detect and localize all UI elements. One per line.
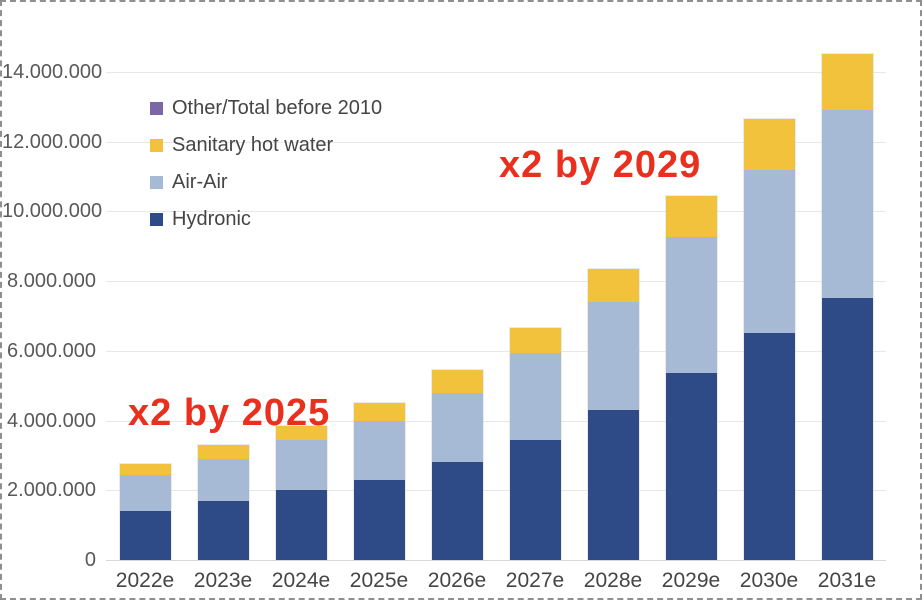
bar-segment-air-air-2027e: [509, 352, 561, 440]
legend-item-hydronic: Hydronic: [150, 201, 382, 238]
annotation-x2-by-2025: x2 by 2025: [128, 392, 331, 434]
legend-swatch-other-total-before-2010: [150, 102, 163, 115]
y-tick-label-8-000-000: 8.000.000: [7, 270, 96, 293]
bar-segment-air-air-2023e: [197, 458, 249, 501]
gridline-12-000-000: [106, 141, 886, 143]
gridline-0: [106, 560, 886, 561]
bar-segment-air-air-2024e: [275, 439, 327, 491]
bar-segment-sanitary-hot-water-2029e: [665, 195, 717, 238]
legend-swatch-sanitary-hot-water: [150, 139, 163, 152]
bar-2022e: [119, 464, 171, 560]
bar-segment-hydronic-2030e: [743, 333, 795, 560]
bar-segment-hydronic-2025e: [353, 479, 405, 560]
bar-segment-sanitary-hot-water-2025e: [353, 403, 405, 421]
bar-2028e: [587, 268, 639, 560]
legend: Other/Total before 2010 Sanitary hot wate…: [150, 90, 382, 238]
bar-segment-sanitary-hot-water-2024e: [275, 425, 327, 440]
bar-segment-hydronic-2023e: [197, 500, 249, 560]
gridline-2-000-000: [106, 490, 886, 492]
gridline-10-000-000: [106, 211, 886, 213]
y-tick-label-0: 0: [84, 549, 96, 571]
bar-segment-hydronic-2029e: [665, 373, 717, 560]
bar-2024e: [275, 425, 327, 560]
gridline-6-000-000: [106, 350, 886, 352]
gridline-4-000-000: [106, 420, 886, 422]
bar-2027e: [509, 328, 561, 560]
y-tick-label-12-000-000: 12.000.000: [2, 130, 103, 153]
bar-segment-sanitary-hot-water-2030e: [743, 118, 795, 170]
annotation-x2-by-2029: x2 by 2029: [499, 144, 702, 186]
bar-segment-hydronic-2026e: [431, 462, 483, 560]
x-label-2026e: 2026e: [427, 569, 487, 592]
bar-segment-hydronic-2028e: [587, 410, 639, 560]
bar-2026e: [431, 369, 483, 560]
bar-segment-air-air-2029e: [665, 237, 717, 374]
bar-segment-sanitary-hot-water-2028e: [587, 268, 639, 302]
bar-2030e: [743, 118, 795, 560]
legend-item-air-air: Air-Air: [150, 164, 382, 201]
legend-label-sanitary-hot-water: Sanitary hot water: [172, 134, 334, 156]
x-label-2023e: 2023e: [193, 569, 253, 592]
bar-segment-sanitary-hot-water-2022e: [119, 464, 171, 475]
x-label-2031e: 2031e: [817, 569, 877, 592]
gridline-8-000-000: [106, 281, 886, 283]
legend-label-hydronic: Hydronic: [172, 208, 251, 230]
y-tick-label-2-000-000: 2.000.000: [7, 479, 96, 502]
bar-segment-air-air-2026e: [431, 392, 483, 463]
bar-segment-sanitary-hot-water-2023e: [197, 444, 249, 459]
y-tick-label-10-000-000: 10.000.000: [2, 200, 103, 223]
x-label-2030e: 2030e: [739, 569, 799, 592]
gridline-14-000-000: [106, 71, 886, 73]
bar-segment-sanitary-hot-water-2026e: [431, 369, 483, 393]
bar-segment-air-air-2028e: [587, 301, 639, 411]
bar-segment-hydronic-2031e: [821, 298, 873, 560]
bar-segment-air-air-2031e: [821, 110, 873, 299]
x-label-2024e: 2024e: [271, 569, 331, 592]
x-label-2029e: 2029e: [661, 569, 721, 592]
bar-segment-air-air-2025e: [353, 420, 405, 480]
legend-swatch-air-air: [150, 176, 163, 189]
bar-segment-sanitary-hot-water-2027e: [509, 328, 561, 353]
x-label-2025e: 2025e: [349, 569, 409, 592]
bar-segment-sanitary-hot-water-2031e: [821, 54, 873, 111]
legend-item-other-total-before-2010: Other/Total before 2010: [150, 90, 382, 127]
x-label-2027e: 2027e: [505, 569, 565, 592]
bar-segment-hydronic-2024e: [275, 490, 327, 560]
bar-2023e: [197, 444, 249, 560]
bar-segment-hydronic-2027e: [509, 439, 561, 560]
y-tick-label-14-000-000: 14.000.000: [2, 60, 103, 83]
y-tick-label-6-000-000: 6.000.000: [7, 339, 96, 362]
y-tick-label-4-000-000: 4.000.000: [7, 409, 96, 432]
legend-swatch-hydronic: [150, 213, 163, 226]
bar-segment-air-air-2030e: [743, 169, 795, 334]
bar-segment-hydronic-2022e: [119, 511, 171, 560]
x-label-2028e: 2028e: [583, 569, 643, 592]
legend-item-sanitary-hot-water: Sanitary hot water: [150, 127, 382, 164]
legend-label-air-air: Air-Air: [172, 171, 228, 193]
x-label-2022e: 2022e: [115, 569, 175, 592]
bar-segment-air-air-2022e: [119, 474, 171, 512]
bar-2031e: [821, 54, 873, 560]
legend-label-other-total-before-2010: Other/Total before 2010: [172, 97, 383, 119]
bar-2029e: [665, 195, 717, 560]
bar-2025e: [353, 403, 405, 560]
